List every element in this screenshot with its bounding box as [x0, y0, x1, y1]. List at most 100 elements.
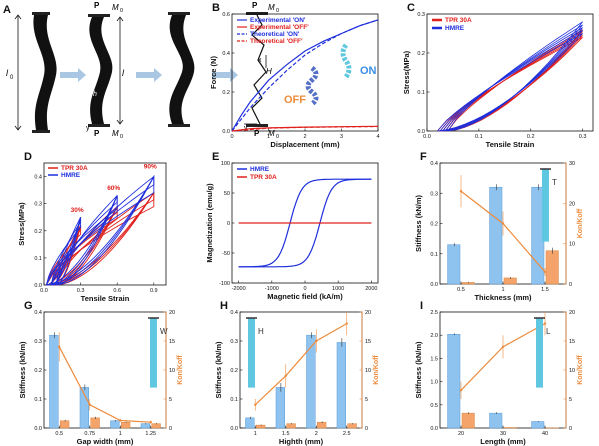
x-tick-label: 40	[542, 431, 548, 437]
beam-bent-icon: l P M 0 P M 0 h x y	[86, 1, 125, 140]
x-tick-label: 1	[254, 431, 257, 437]
x-tick-label: 0.6	[113, 288, 121, 294]
loop-curve	[50, 217, 82, 286]
m0-top-sub: 0	[120, 8, 123, 14]
y-tick-label: -100	[219, 281, 230, 287]
x-tick-label: 2	[303, 134, 306, 140]
x-tick-label: 0	[230, 134, 233, 140]
y-tick-label: 0.3	[230, 339, 238, 345]
bar-stiffness-on	[447, 334, 461, 429]
ratio-point	[119, 419, 122, 422]
p-bottom-label: P	[94, 129, 100, 138]
y-tick-label: 0.2	[34, 229, 42, 235]
y2-tick-label: 0	[569, 282, 572, 288]
arrow-right-icon-3	[212, 68, 238, 82]
m0-bottom-label: M	[112, 129, 119, 138]
beam-model-icon: P M 0 H P M 0 x y	[244, 1, 279, 140]
x-tick-label: 0.5	[55, 431, 63, 437]
x-tick-label: -2000	[232, 286, 246, 292]
beam-strip-icon	[150, 318, 157, 388]
y2-tick-label: 5	[365, 397, 368, 403]
y-tick-label: 100	[221, 161, 230, 167]
x-tick-label: 4	[376, 134, 379, 140]
ratio-point	[284, 374, 287, 377]
p-top-label-2: P	[252, 1, 258, 10]
spring-off-icon	[305, 66, 319, 106]
y-axis-title: Stiffness (kN/m)	[414, 341, 423, 399]
panel-label: H	[220, 300, 228, 312]
y-tick-label: 0.0	[34, 283, 42, 289]
y-tick-label: 0.2	[34, 368, 42, 374]
p-top-label: P	[94, 1, 100, 10]
panel-label: C	[407, 2, 415, 14]
panel-a-label: A	[3, 4, 11, 16]
y2-axis-title: Kon/Koff	[373, 355, 380, 385]
legend-label: TPR 30A	[250, 174, 277, 181]
y-axis-title: Stiffness (kN/m)	[18, 341, 27, 399]
series-line	[231, 125, 379, 132]
legend-label: HMRE	[250, 166, 270, 173]
bar-stiffness-on	[447, 244, 461, 285]
x-tick-label: 2	[315, 431, 318, 437]
loop-curve	[444, 24, 583, 132]
x-tick-label: 2.5	[343, 431, 351, 437]
spring-on-icon	[340, 43, 352, 79]
panel-label: E	[212, 151, 219, 163]
x-axis-title: Displacement (mm)	[270, 140, 340, 149]
y2-axis-title: Kon/Koff	[577, 208, 584, 238]
beam-strip-icon	[536, 318, 543, 388]
loop-curve	[55, 176, 155, 286]
bar-stiffness-off	[347, 423, 357, 429]
beam-straight-icon: l 0	[6, 12, 57, 133]
y-tick-label: 0.1	[230, 397, 238, 403]
bar-stiffness-on	[49, 334, 59, 429]
y-tick-label: 1.5	[430, 356, 438, 362]
y2-tick-label: 15	[169, 339, 175, 345]
dimension-label: W	[160, 327, 168, 336]
y-tick-label: 0.5	[430, 403, 438, 409]
plot-frame	[426, 13, 594, 132]
bar-stiffness-off	[121, 421, 131, 429]
h-label: h	[93, 91, 97, 98]
y-tick-label: 2.5	[430, 310, 438, 316]
h-label-2: H	[266, 67, 272, 76]
y-tick-label: 0.3	[34, 339, 42, 345]
y-axis-title: Magnetization (emu/g)	[205, 183, 214, 263]
x-axis-title: Tensile Strain	[81, 294, 130, 303]
y-tick-label: 0.0	[230, 426, 238, 432]
y-tick-label: 0.4	[34, 310, 42, 316]
beam-strip-icon	[248, 318, 255, 388]
y2-tick-label: 20	[365, 310, 371, 316]
arrow-right-icon	[60, 68, 86, 82]
legend-label: HMRE	[61, 172, 81, 179]
y-tick-label: 50	[224, 191, 230, 197]
y-tick-label: 0.4	[230, 310, 238, 316]
ratio-point	[543, 322, 547, 325]
bar-stiffness-off	[503, 277, 517, 285]
y-tick-label: 0.0	[34, 426, 42, 432]
panel-label: I	[420, 300, 423, 312]
panel-label: B	[212, 2, 220, 14]
x-tick-label: 0.0	[423, 134, 431, 140]
y-label-2: y	[244, 125, 248, 132]
x-tick-label: 30	[500, 431, 506, 437]
panel-label: D	[24, 151, 32, 163]
strain-annotation: 60%	[107, 185, 120, 192]
ratio-point	[254, 403, 257, 406]
legend-label: Theoretical 'ON'	[250, 31, 300, 38]
ratio-line	[58, 346, 151, 423]
bar-stiffness-on	[140, 423, 151, 429]
bar-stiffness-off	[90, 417, 100, 429]
bar-stiffness-on	[489, 412, 503, 429]
ratio-point	[345, 322, 348, 325]
bar-stiffness-off	[151, 423, 161, 429]
y2-tick-label: 10	[569, 242, 575, 248]
l-label: l	[122, 68, 125, 78]
panel-label: F	[420, 151, 427, 163]
ratio-point	[58, 345, 61, 348]
ratio-point	[543, 270, 547, 274]
m0-bottom-sub-2: 0	[276, 134, 279, 140]
l0-label: l	[6, 68, 9, 78]
